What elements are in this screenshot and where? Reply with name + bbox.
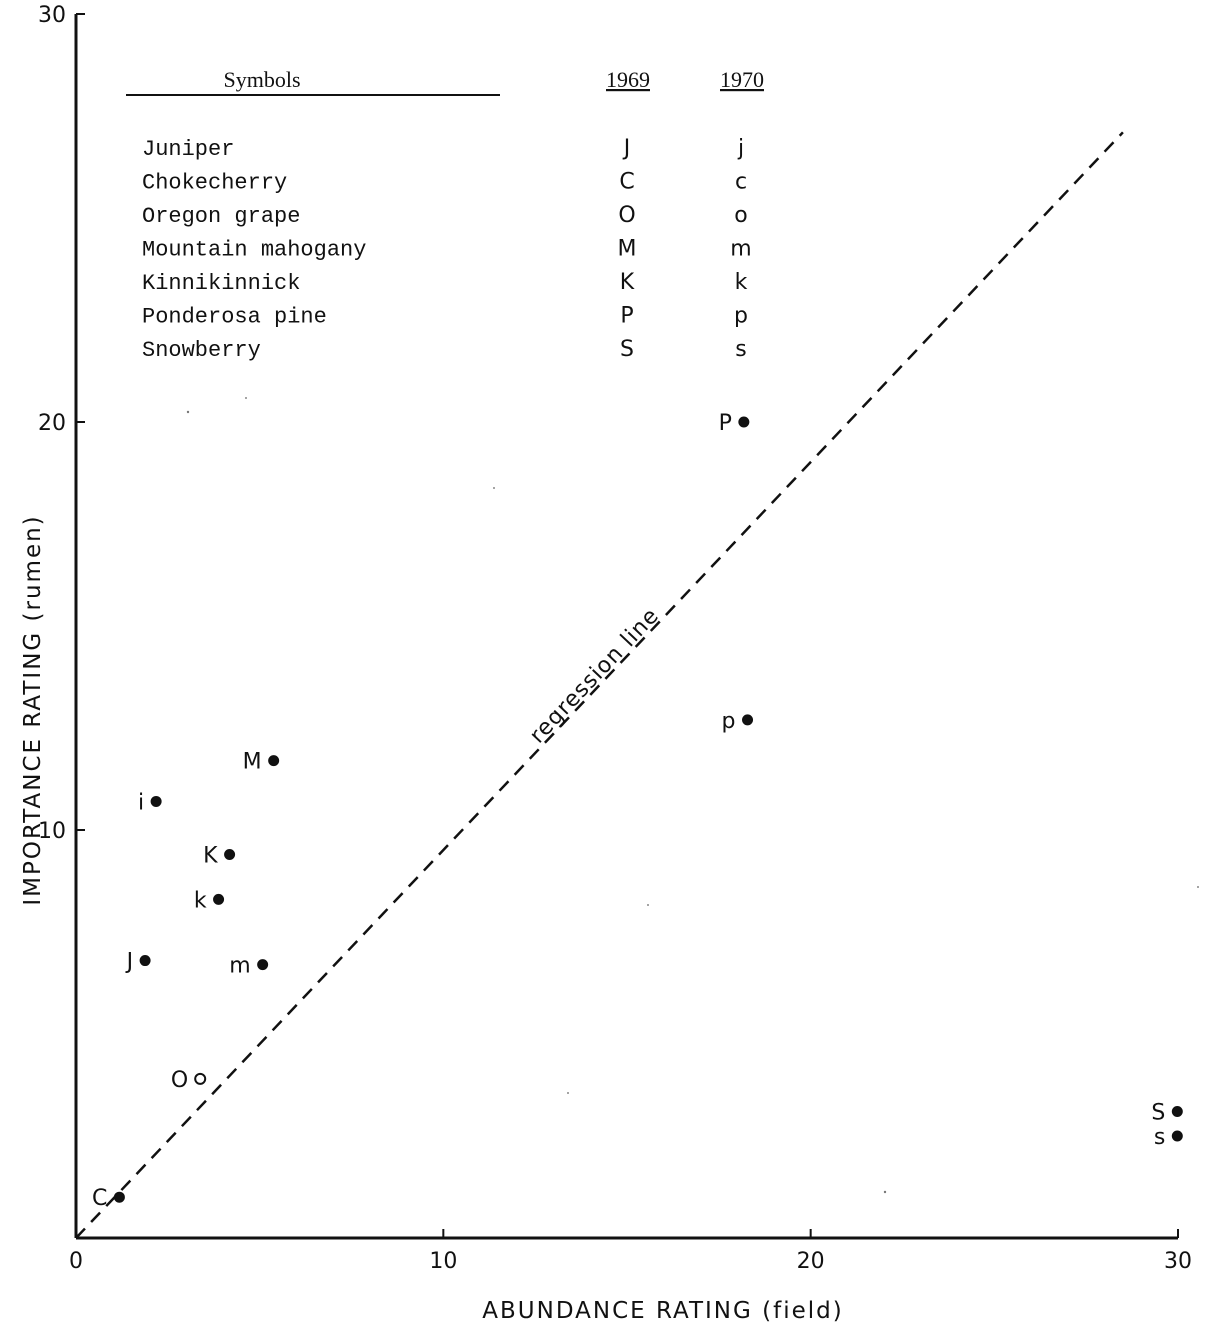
speck <box>245 397 247 399</box>
data-point-marker <box>268 755 280 767</box>
y-tick-label: 30 <box>38 3 66 28</box>
regression-line-label: regression line <box>525 603 664 748</box>
data-point-label: m <box>229 954 250 979</box>
data-point-label: p <box>722 709 736 734</box>
data-point-marker <box>738 416 750 428</box>
legend-symbol-1970: k <box>735 270 748 295</box>
x-axis-title: ABUNDANCE RATING (field) <box>482 1298 843 1324</box>
legend-symbol-1969: C <box>619 170 634 195</box>
data-point-marker <box>1171 1106 1183 1118</box>
data-point-marker <box>1171 1130 1183 1142</box>
legend-symbol-1969: S <box>620 337 634 362</box>
data-point-marker <box>224 848 236 860</box>
speck <box>567 1092 569 1094</box>
data-point-label: K <box>203 843 218 868</box>
legend-entry-name: Snowberry <box>142 338 261 363</box>
x-tick-label: 10 <box>429 1249 457 1274</box>
legend-entry-name: Juniper <box>142 137 234 162</box>
legend-symbol-1970: j <box>737 136 744 161</box>
data-point-marker <box>139 955 151 967</box>
legend-entry-name: Ponderosa pine <box>142 305 327 330</box>
data-point-label: S <box>1151 1101 1165 1126</box>
legend-symbol-1970: s <box>735 337 746 362</box>
data-point-label: P <box>719 411 732 436</box>
data-point-label: k <box>194 888 207 913</box>
data-point-marker <box>194 1072 207 1085</box>
legend-header: Symbols <box>223 67 300 92</box>
data-point-label: i <box>138 790 144 815</box>
legend-symbol-1969: P <box>620 304 633 329</box>
speck <box>493 487 495 489</box>
legend-entry-name: Chokecherry <box>142 171 287 196</box>
y-tick-label: 10 <box>38 819 66 844</box>
legend-year-1969: 1969 <box>606 67 650 92</box>
legend-symbol-1970: m <box>730 237 751 262</box>
data-point-label: O <box>171 1068 188 1093</box>
data-point-marker <box>257 959 269 971</box>
data-point-label: M <box>243 750 262 775</box>
legend-entry-name: Mountain mahogany <box>142 238 366 263</box>
legend-year-1970: 1970 <box>720 67 764 92</box>
legend-symbol-1969: J <box>622 136 631 161</box>
data-point-marker <box>113 1191 125 1203</box>
legend-symbol-1970: o <box>734 203 747 228</box>
data-point-marker <box>213 893 225 905</box>
legend-symbol-1970: c <box>735 170 747 195</box>
data-point-marker <box>150 795 162 807</box>
legend-entry-name: Kinnikinnick <box>142 271 300 296</box>
regression-line <box>75 131 1124 1239</box>
legend-symbol-1969: M <box>618 237 637 262</box>
data-point-label: J <box>125 950 134 975</box>
legend-symbol-1970: p <box>734 304 748 329</box>
speck <box>647 904 649 906</box>
data-point-marker <box>742 714 754 726</box>
speck <box>1197 886 1199 888</box>
legend-symbol-1969: O <box>618 203 635 228</box>
speck <box>186 410 190 414</box>
data-point-label: s <box>1154 1125 1165 1150</box>
x-tick-label: 0 <box>69 1249 83 1274</box>
legend-symbol-1969: K <box>620 270 635 295</box>
y-tick-label: 20 <box>38 411 66 436</box>
data-point-label: C <box>92 1186 107 1211</box>
legend-entry-name: Oregon grape <box>142 204 300 229</box>
x-tick-label: 20 <box>797 1249 825 1274</box>
speck <box>883 1190 887 1194</box>
x-tick-label: 30 <box>1164 1249 1192 1274</box>
y-axis-title: IMPORTANCE RATING (rumen) <box>20 514 46 905</box>
